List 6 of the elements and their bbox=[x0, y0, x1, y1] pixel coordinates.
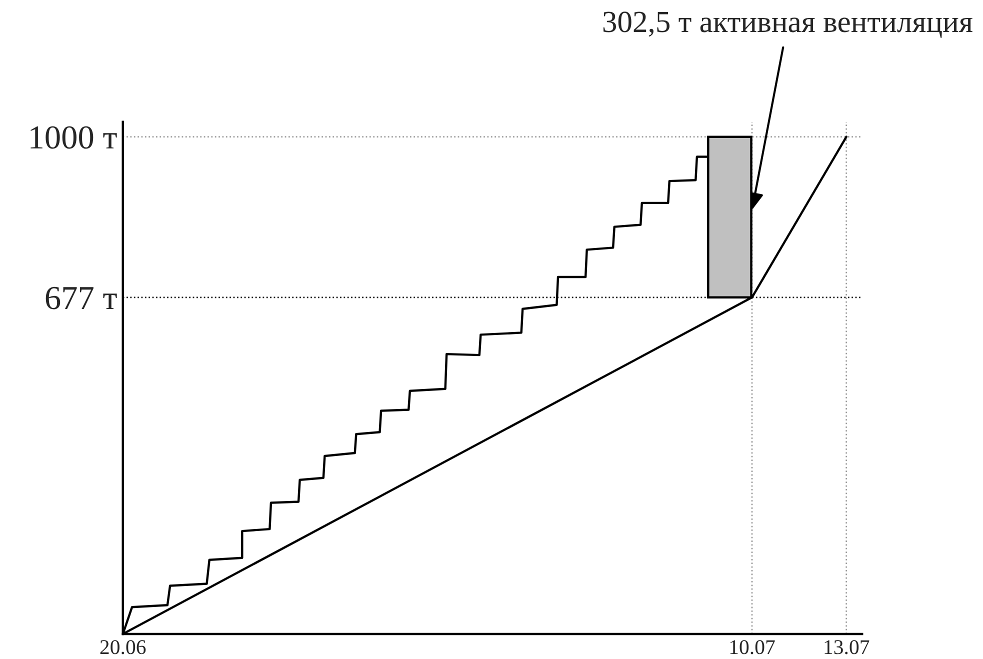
y-tick-label: 1000 т bbox=[30, 126, 117, 149]
x-tick-label: 13.07 bbox=[824, 640, 870, 654]
annotation: 302,5 т активная вентиляция bbox=[603, 12, 972, 38]
y-tick-label: 677 т bbox=[46, 286, 117, 310]
x-tick-label: 10.07 bbox=[730, 640, 775, 654]
x-tick-label: 20.06 bbox=[100, 640, 146, 654]
